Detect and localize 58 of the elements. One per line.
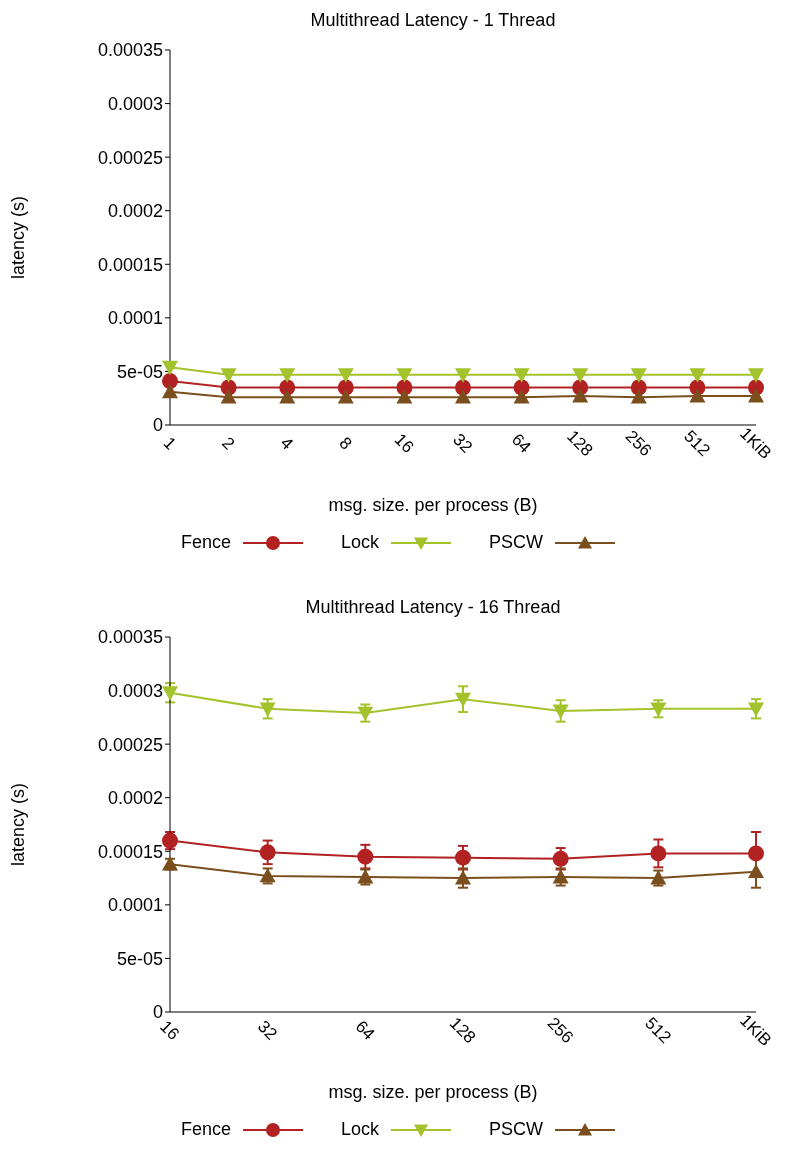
legend-label: Lock [341, 532, 380, 553]
y-axis-title: latency (s) [8, 195, 29, 280]
y-axis-title: latency (s) [8, 782, 29, 867]
x-tick-label: 256 [621, 426, 656, 461]
x-tick-label: 256 [543, 1013, 578, 1048]
chart-title: Multithread Latency - 16 Thread [304, 596, 562, 619]
x-tick-label: 32 [449, 429, 477, 457]
point [748, 702, 764, 717]
y-tick-label: 5e-05 [116, 361, 163, 382]
y-tick-label: 0 [152, 1002, 163, 1023]
point [162, 856, 178, 871]
x-tick-label: 8 [335, 433, 356, 454]
x-tick-label: 512 [680, 426, 714, 461]
x-tick-label: 4 [276, 433, 297, 454]
point [455, 692, 471, 708]
y-tick-label: 0.0003 [107, 93, 163, 114]
point [259, 844, 276, 861]
legend-label: Lock [341, 1119, 380, 1140]
y-tick-label: 0.0002 [107, 201, 163, 222]
y-tick-label: 0.00015 [97, 254, 163, 275]
legend-label: Fence [180, 1119, 231, 1140]
y-tick-label: 0.0003 [107, 680, 163, 701]
y-tick-label: 0.00015 [97, 841, 163, 862]
point [357, 848, 374, 865]
x-tick-label: 32 [253, 1016, 281, 1044]
point [162, 686, 178, 701]
point [748, 863, 764, 879]
point [748, 845, 764, 862]
y-tick-label: 0.0001 [107, 895, 163, 916]
point [650, 845, 667, 862]
y-tick-label: 0.00025 [97, 147, 163, 168]
x-tick-label: 128 [445, 1013, 480, 1048]
y-tick-label: 0 [152, 415, 163, 436]
y-tick-label: 0.00035 [97, 40, 163, 61]
y-tick-label: 5e-05 [116, 948, 163, 969]
x-tick-label: 128 [563, 426, 597, 461]
point [552, 704, 569, 719]
legend-label: PSCW [489, 1119, 544, 1140]
y-tick-label: 0.00025 [97, 734, 163, 755]
legend-label: Fence [180, 532, 231, 553]
x-axis-title: msg. size. per process (B) [327, 1082, 539, 1103]
x-tick-label: 64 [507, 429, 535, 457]
point [455, 870, 471, 885]
x-axis-title: msg. size. per process (B) [327, 495, 539, 516]
y-tick-label: 0.0001 [107, 308, 163, 329]
y-tick-label: 0.0002 [107, 788, 163, 809]
point [455, 849, 471, 866]
y-tick-label: 0.00035 [97, 627, 163, 648]
x-tick-label: 512 [641, 1013, 675, 1048]
legend-label: PSCW [489, 532, 544, 553]
point [259, 702, 276, 717]
chart-title: Multithread Latency - 1 Thread [309, 9, 557, 32]
x-tick-label: 64 [351, 1016, 379, 1044]
x-tick-label: 16 [390, 429, 418, 457]
point [552, 850, 569, 867]
x-tick-label: 1 [159, 433, 180, 454]
x-tick-label: 2 [218, 433, 239, 454]
point [162, 832, 178, 849]
